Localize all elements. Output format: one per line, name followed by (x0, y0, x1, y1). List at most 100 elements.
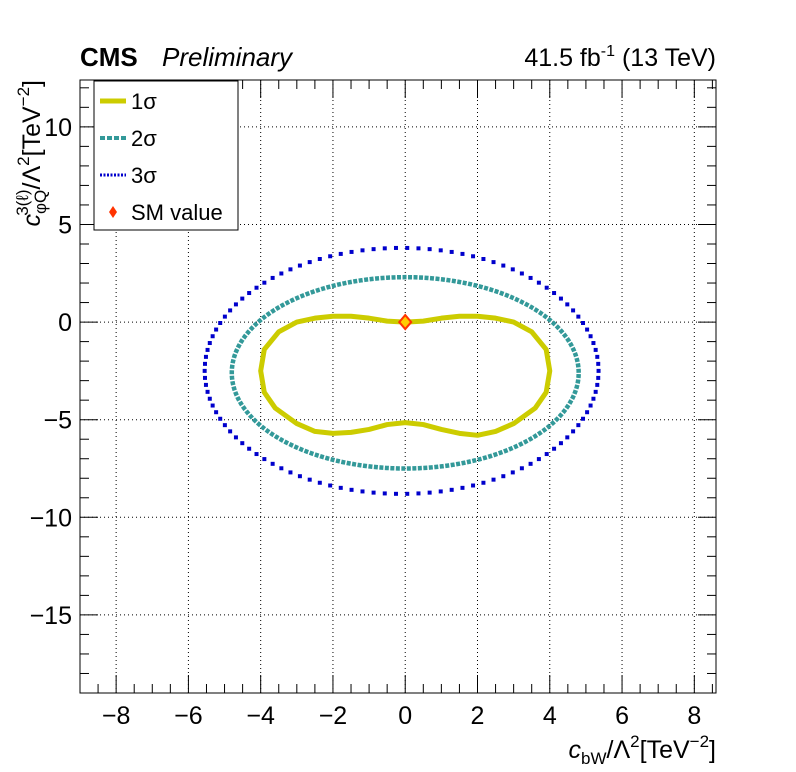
contour-3sigma-point (581, 321, 586, 326)
contour-3sigma-point (222, 314, 227, 319)
contour-3sigma-point (214, 327, 219, 332)
contour-3sigma-point (510, 267, 515, 272)
preliminary-label: Preliminary (162, 42, 294, 72)
contour-3sigma-point (203, 354, 208, 359)
contour-3sigma-point (382, 491, 387, 496)
contour-3sigma-point (262, 280, 267, 285)
axis-ticks (79, 80, 716, 694)
contour-3sigma-point (591, 341, 596, 346)
contour-3sigma-point (471, 254, 476, 259)
contour-3sigma-point (519, 271, 524, 276)
contour-3sigma-point (247, 446, 252, 451)
contour-3sigma-point (233, 435, 238, 440)
contour-3sigma-point (349, 487, 354, 492)
contour-3sigma-point (228, 308, 233, 313)
contour-3sigma-point (449, 487, 454, 492)
contour-3sigma-point (416, 246, 421, 251)
contour-3sigma-point (349, 249, 354, 254)
contour-3sigma-point (528, 461, 533, 466)
contour-3sigma-point (519, 466, 524, 471)
legend-2sigma-label: 2σ (131, 126, 157, 151)
contour-3sigma-point (565, 435, 570, 440)
tick-labels: −8 −6 −4 −2 0 2 4 6 8 10 5 0 −5 −10 −15 (30, 114, 702, 730)
contour-3sigma-point (203, 382, 208, 387)
contour-3sigma-point (536, 457, 541, 462)
contour-3sigma-point (228, 429, 233, 434)
contour-3sigma-point (544, 285, 549, 290)
contour-3sigma-point (233, 302, 238, 307)
contour-3sigma-point (205, 389, 210, 394)
cms-label: CMS (80, 42, 138, 72)
contour-3sigma-point (240, 441, 245, 446)
contour-3sigma-point (460, 485, 465, 490)
contour-3sigma-point (593, 347, 598, 352)
contour-3sigma-point (449, 249, 454, 254)
contour-3sigma-point (405, 491, 410, 496)
contour-3sigma-point (481, 480, 486, 485)
lumi-label: 41.5 fb-1 (13 TeV) (524, 43, 716, 72)
contour-3sigma-point (416, 491, 421, 496)
contour-3sigma-point (588, 403, 593, 408)
x-tick-label: −8 (102, 702, 131, 730)
y-axis-title: cφQ3(ℓ)/Λ2[TeV−2] (13, 80, 50, 227)
contour-3sigma-point (270, 275, 275, 280)
plot-frame (79, 79, 717, 694)
contour-3sigma-point (393, 245, 398, 250)
contour-3sigma-point (270, 461, 275, 466)
legend-1sigma-label: 1σ (131, 89, 157, 114)
contour-3sigma-point (536, 280, 541, 285)
contour-3sigma-point (207, 396, 212, 401)
contour-3sigma-point (210, 334, 215, 339)
contour-3sigma-point (307, 260, 312, 265)
contour-3sigma-point (393, 491, 398, 496)
data-layer (202, 245, 601, 496)
contour-3sigma-point (405, 245, 410, 250)
y-tick-label: −15 (30, 602, 72, 630)
contour-3sigma-point (288, 267, 293, 272)
contour-3sigma-point (510, 470, 515, 475)
contour-3sigma-point (593, 389, 598, 394)
legend-sm-marker (109, 206, 117, 218)
x-tick-label: 8 (687, 702, 701, 730)
contour-3sigma-point (552, 446, 557, 451)
contour-3sigma-point (591, 396, 596, 401)
contour-3sigma-point (571, 308, 576, 313)
contour-3sigma-point (207, 341, 212, 346)
contour-3sigma-point (558, 296, 563, 301)
legend: 1σ 2σ 3σ SM value (93, 80, 239, 231)
sm-value-marker (397, 313, 413, 331)
contour-3sigma-point (427, 490, 432, 495)
contour-3sigma-point (214, 410, 219, 415)
contour-3sigma-point (338, 485, 343, 490)
contour-3sigma-point (588, 334, 593, 339)
contour-3sigma-point (202, 375, 207, 380)
contour-3sigma-point (254, 452, 259, 457)
contour-3sigma-point (218, 416, 223, 421)
contour-3sigma-point (471, 483, 476, 488)
contour-3sigma-point (247, 291, 252, 296)
y-tick-label: 0 (58, 309, 72, 337)
contour-3sigma-point (501, 474, 506, 479)
x-tick-label: 6 (615, 702, 629, 730)
contour-1sigma (258, 313, 553, 438)
contour-3sigma-point (491, 260, 496, 265)
contour-3sigma-point (596, 361, 601, 366)
contour-3sigma-point (218, 321, 223, 326)
contour-3sigma-point (222, 423, 227, 428)
contour-3sigma-point (576, 423, 581, 428)
x-tick-label: 0 (398, 702, 412, 730)
contour-3sigma-point (596, 375, 601, 380)
contour-3sigma-point (528, 275, 533, 280)
contour-3sigma-point (491, 477, 496, 482)
y-tick-label: −5 (43, 407, 72, 435)
contour-3sigma-point (382, 246, 387, 251)
contour-3sigma-point (371, 247, 376, 252)
contour-3sigma-point (371, 490, 376, 495)
legend-3sigma-label: 3σ (131, 163, 157, 188)
contour-3sigma-point (585, 327, 590, 332)
contour-3sigma-point (544, 452, 549, 457)
contour-3sigma-point (552, 291, 557, 296)
contour-3sigma-point (262, 457, 267, 462)
contour-3sigma-point (501, 263, 506, 268)
contour-3sigma-point (585, 410, 590, 415)
